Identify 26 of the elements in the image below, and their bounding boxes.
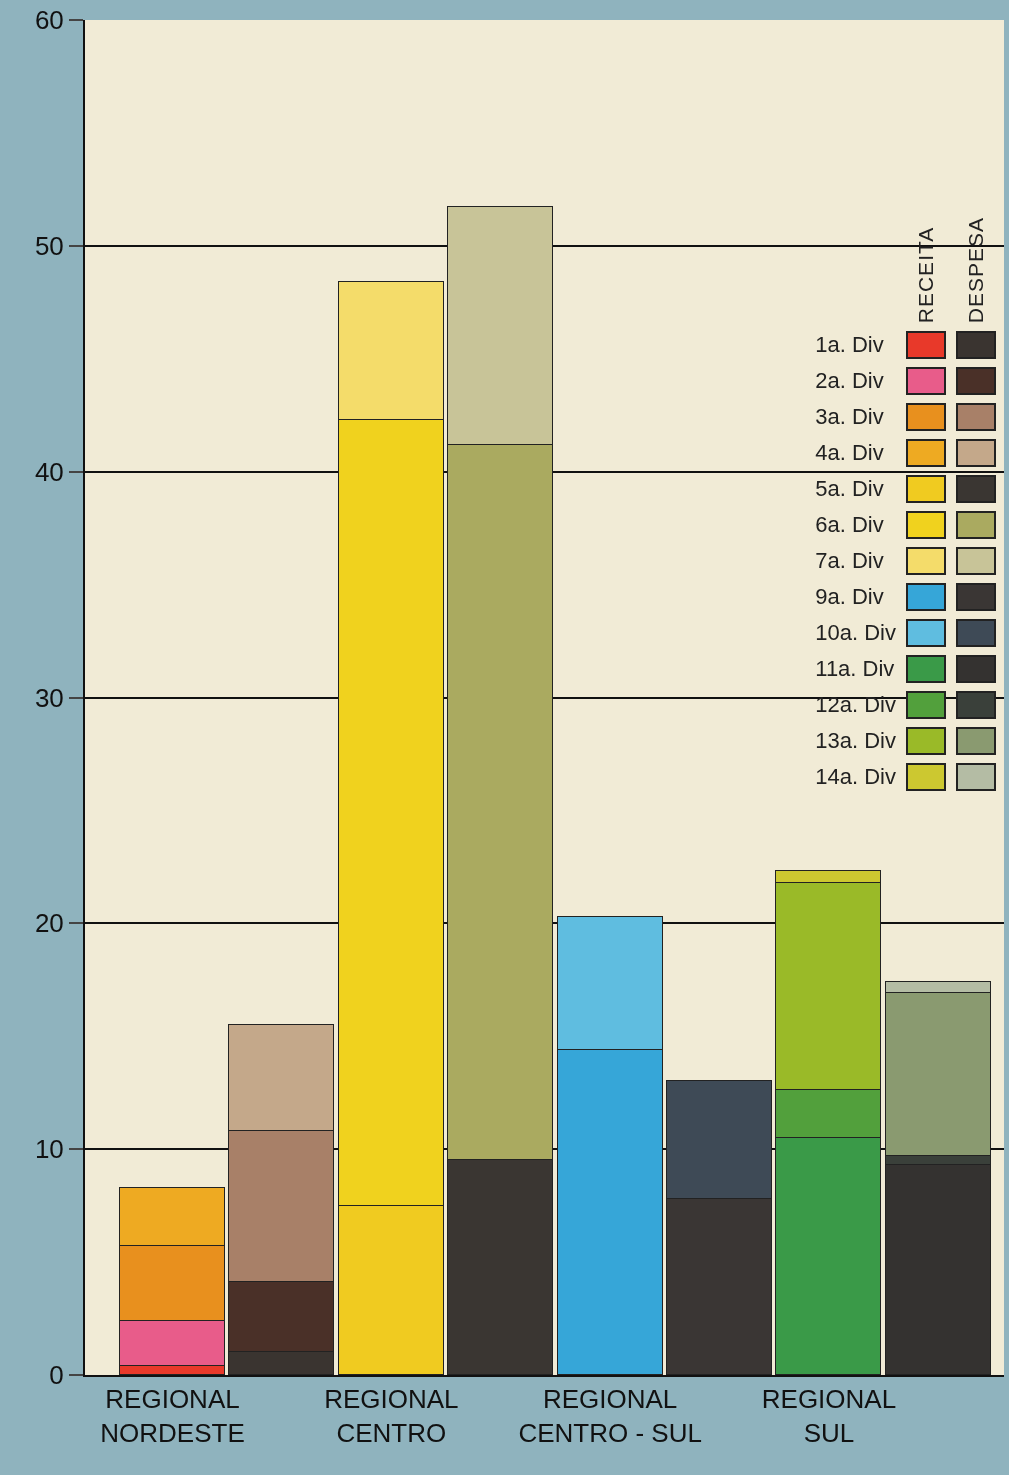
annotation: DESPESA bbox=[963, 216, 988, 325]
legend-label: 1a. Div bbox=[814, 331, 885, 360]
legend-label: 10a. Div bbox=[814, 619, 897, 648]
legend-label: 14a. Div bbox=[814, 763, 897, 792]
legend-label: 6a. Div bbox=[814, 511, 885, 540]
y-tick-label: 60 bbox=[34, 5, 64, 36]
y-tick-label: 50 bbox=[34, 230, 64, 261]
legend-label: 13a. Div bbox=[814, 727, 897, 756]
legend-label: 12a. Div bbox=[814, 691, 897, 720]
legend-label: 4a. Div bbox=[814, 439, 885, 468]
y-tick-label: 30 bbox=[34, 682, 64, 713]
x-tick-label: REGIONAL CENTRO - SUL bbox=[518, 1384, 702, 1448]
legend-label: 2a. Div bbox=[814, 367, 885, 396]
y-tick-label: 0 bbox=[49, 1360, 64, 1391]
legend-label: 7a. Div bbox=[814, 547, 885, 576]
x-tick-label: REGIONAL NORDESTE bbox=[100, 1384, 245, 1448]
legend-label: 11a. Div bbox=[814, 655, 896, 684]
legend-label: 3a. Div bbox=[814, 403, 885, 432]
y-tick-label: 40 bbox=[34, 456, 64, 487]
legend-label: 5a. Div bbox=[814, 475, 885, 504]
x-tick-label: REGIONAL SUL bbox=[761, 1384, 897, 1448]
y-tick-label: 10 bbox=[34, 1134, 64, 1165]
y-tick-label: 20 bbox=[34, 908, 64, 939]
x-tick-label: REGIONAL CENTRO bbox=[324, 1384, 459, 1448]
annotation: RECEITA bbox=[913, 225, 938, 325]
legend-label: 9a. Div bbox=[814, 583, 885, 612]
